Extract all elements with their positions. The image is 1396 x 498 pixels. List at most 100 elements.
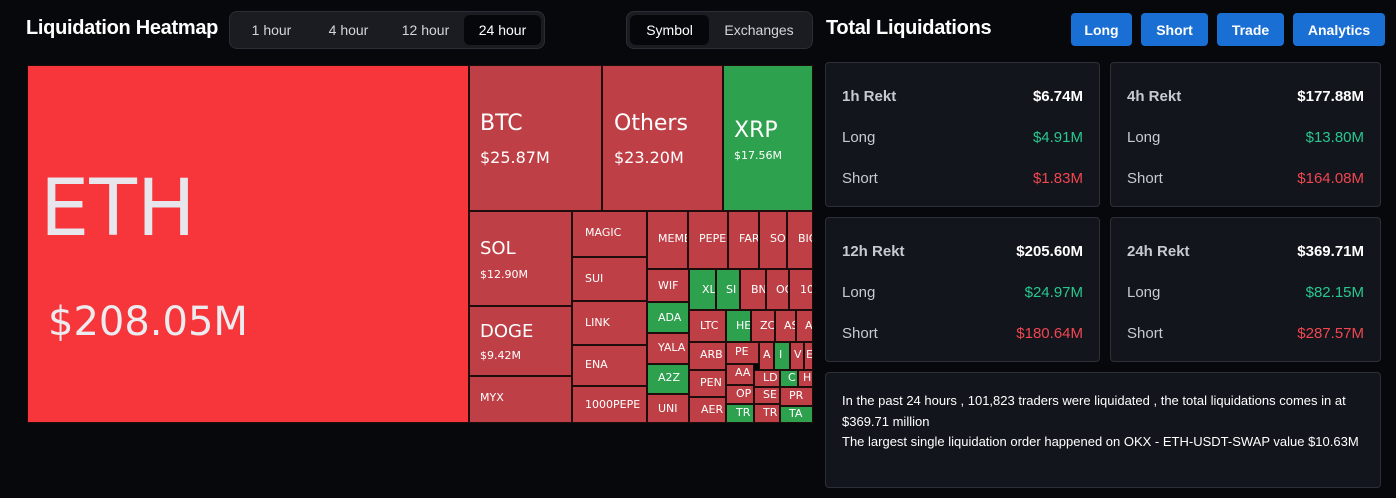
heatmap-cell-10[interactable]: 10: [789, 269, 813, 310]
heatmap-cell-av[interactable]: AV: [796, 310, 813, 342]
heatmap-cell-symbol: V: [794, 348, 802, 361]
tab-24-hour[interactable]: 24 hour: [464, 15, 541, 45]
tab-12-hour[interactable]: 12 hour: [401, 22, 450, 38]
heatmap-cell-symbol: WIF: [658, 279, 679, 292]
heatmap-cell-amount: $12.90M: [480, 268, 528, 281]
heatmap-cell-link[interactable]: LINK: [572, 301, 647, 345]
heatmap-cell-yala[interactable]: YALA: [647, 333, 689, 364]
heatmap-cell-c[interactable]: C: [780, 370, 798, 387]
heatmap-cell-sui[interactable]: SUI: [572, 257, 647, 301]
card-label: 12h Rekt: [842, 243, 905, 260]
heatmap-cell-symbol: BN: [751, 283, 766, 296]
heatmap-cell-symbol: PE: [735, 345, 749, 358]
heatmap-cell-a2z[interactable]: A2Z: [647, 364, 689, 394]
heatmap-cell-xl[interactable]: XL: [689, 269, 716, 310]
heatmap-cell-symbol: UNI: [658, 402, 678, 415]
heatmap-cell-zc[interactable]: ZC: [751, 310, 775, 342]
long-value: $4.91M: [1032, 129, 1083, 146]
heatmap-cell-symbol: TR: [736, 406, 751, 419]
heatmap-cell-symbol: ARB: [700, 348, 723, 361]
heatmap-cell-others[interactable]: Others $23.20M: [602, 65, 723, 211]
heatmap-cell-e[interactable]: E: [804, 342, 813, 370]
heatmap-cell-symbol: SOL: [480, 238, 516, 259]
trade-button[interactable]: Trade: [1217, 13, 1284, 46]
heatmap-cell-symbol: AS: [784, 319, 795, 332]
liquidation-summary: In the past 24 hours , 101,823 traders w…: [825, 372, 1381, 488]
heatmap-cell-symbol: SUI: [585, 272, 604, 285]
heatmap-cell-i[interactable]: I: [774, 342, 790, 370]
heatmap-cell-op[interactable]: OP: [726, 385, 754, 404]
tab-4-hour[interactable]: 4 hour: [328, 22, 369, 38]
heatmap-cell-symbol: DOGE: [480, 321, 534, 342]
card-total: $6.74M: [1032, 88, 1083, 105]
short-button[interactable]: Short: [1141, 13, 1208, 46]
heatmap-cell-as[interactable]: AS: [775, 310, 796, 342]
heatmap-cell-far[interactable]: FAR: [728, 211, 759, 269]
heatmap-cell-symbol: AA: [735, 366, 751, 379]
heatmap-cell-xrp[interactable]: XRP $17.56M: [723, 65, 813, 211]
heatmap-cell-uni[interactable]: UNI: [647, 394, 689, 423]
heatmap-cell-arb[interactable]: ARB: [689, 342, 726, 370]
heatmap-cell-bn[interactable]: BN: [740, 269, 766, 310]
heatmap-cell-1000pepe[interactable]: 1000PEPE: [572, 386, 647, 423]
heatmap-cell-pen[interactable]: PEN: [689, 370, 726, 397]
heatmap-cell-ta[interactable]: TA: [780, 406, 813, 423]
heatmap-cell-pr[interactable]: PR: [780, 387, 813, 406]
tab-exchanges[interactable]: Exchanges: [724, 22, 794, 38]
heatmap-cell-a[interactable]: A: [759, 342, 774, 370]
heatmap-cell-symbol: LINK: [585, 316, 610, 329]
short-value: $287.57M: [1297, 325, 1364, 342]
analytics-button[interactable]: Analytics: [1293, 13, 1385, 46]
rekt-card-24h: 24h Rekt $369.71M Long $82.15M Short $287.5…: [1110, 217, 1381, 362]
long-label: Long: [842, 129, 876, 146]
long-button[interactable]: Long: [1071, 13, 1132, 46]
heatmap-cell-amount: $17.56M: [734, 149, 782, 162]
short-value: $180.64M: [1016, 325, 1083, 342]
short-value: $164.08M: [1297, 170, 1364, 187]
heatmap-cell-ada[interactable]: ADA: [647, 302, 689, 333]
heatmap-cell-symbol: Others: [614, 111, 688, 136]
heatmap-cell-btc[interactable]: BTC $25.87M: [469, 65, 602, 211]
heatmap-cell-oo[interactable]: OO: [766, 269, 789, 310]
heatmap-cell-wif[interactable]: WIF: [647, 269, 689, 302]
short-label: Short: [1127, 170, 1163, 187]
heatmap-cell-tr[interactable]: TR: [726, 404, 754, 423]
heatmap-cell-so[interactable]: SO: [759, 211, 787, 269]
heatmap-cell-ena[interactable]: ENA: [572, 345, 647, 386]
heatmap-cell-doge[interactable]: DOGE $9.42M: [469, 306, 572, 376]
heatmap-cell-ld[interactable]: LD: [754, 370, 780, 387]
heatmap-cell-symbol: PR: [789, 389, 804, 402]
heatmap-cell-symbol: E: [806, 348, 813, 361]
heatmap-cell-si[interactable]: SI: [716, 269, 740, 310]
heatmap-cell-se[interactable]: SE: [754, 387, 780, 404]
heatmap-cell-symbol: BTC: [480, 111, 523, 136]
heatmap-cell-ltc[interactable]: LTC: [689, 310, 726, 342]
heatmap-cell-symbol: XL: [702, 283, 716, 296]
heatmap-cell-pepe[interactable]: PEPE: [688, 211, 728, 269]
tab-symbol[interactable]: Symbol: [630, 15, 710, 45]
tab-1-hour[interactable]: 1 hour: [251, 22, 292, 38]
summary-line-traders: In the past 24 hours , 101,823 traders w…: [842, 393, 1346, 429]
time-range-tabs: 1 hour 4 hour 12 hour 24 hour: [229, 11, 545, 49]
heatmap-cell-v[interactable]: V: [790, 342, 804, 370]
heatmap-cell-symbol: OO: [776, 283, 788, 296]
heatmap-cell-symbol: I: [779, 348, 783, 361]
heatmap-cell-symbol: HE: [736, 319, 751, 332]
heatmap-cell-aa[interactable]: AA: [726, 364, 754, 385]
heatmap-cell-sol[interactable]: SOL $12.90M: [469, 211, 572, 306]
heatmap-cell-tr[interactable]: TR: [754, 404, 780, 423]
heatmap-cell-bio[interactable]: BIO: [787, 211, 813, 269]
heatmap-cell-magic[interactable]: MAGIC: [572, 211, 647, 257]
heatmap-cell-pe[interactable]: PE: [726, 342, 759, 364]
heatmap-cell-h[interactable]: H: [798, 370, 813, 387]
long-value: $24.97M: [1024, 284, 1083, 301]
heatmap-cell-symbol: MAGIC: [585, 226, 622, 239]
heatmap-cell-symbol: AER: [701, 403, 724, 416]
heatmap-cell-myx[interactable]: MYX: [469, 376, 572, 423]
heatmap-cell-he[interactable]: HE: [726, 310, 751, 342]
heatmap-cell-aer[interactable]: AER: [689, 397, 726, 423]
total-liquidations-title: Total Liquidations: [826, 17, 992, 39]
heatmap-cell-eth[interactable]: ETH $208.05M: [27, 65, 469, 423]
heatmap-cell-meme[interactable]: MEME: [647, 211, 688, 269]
heatmap-cell-amount: $9.42M: [480, 349, 521, 362]
